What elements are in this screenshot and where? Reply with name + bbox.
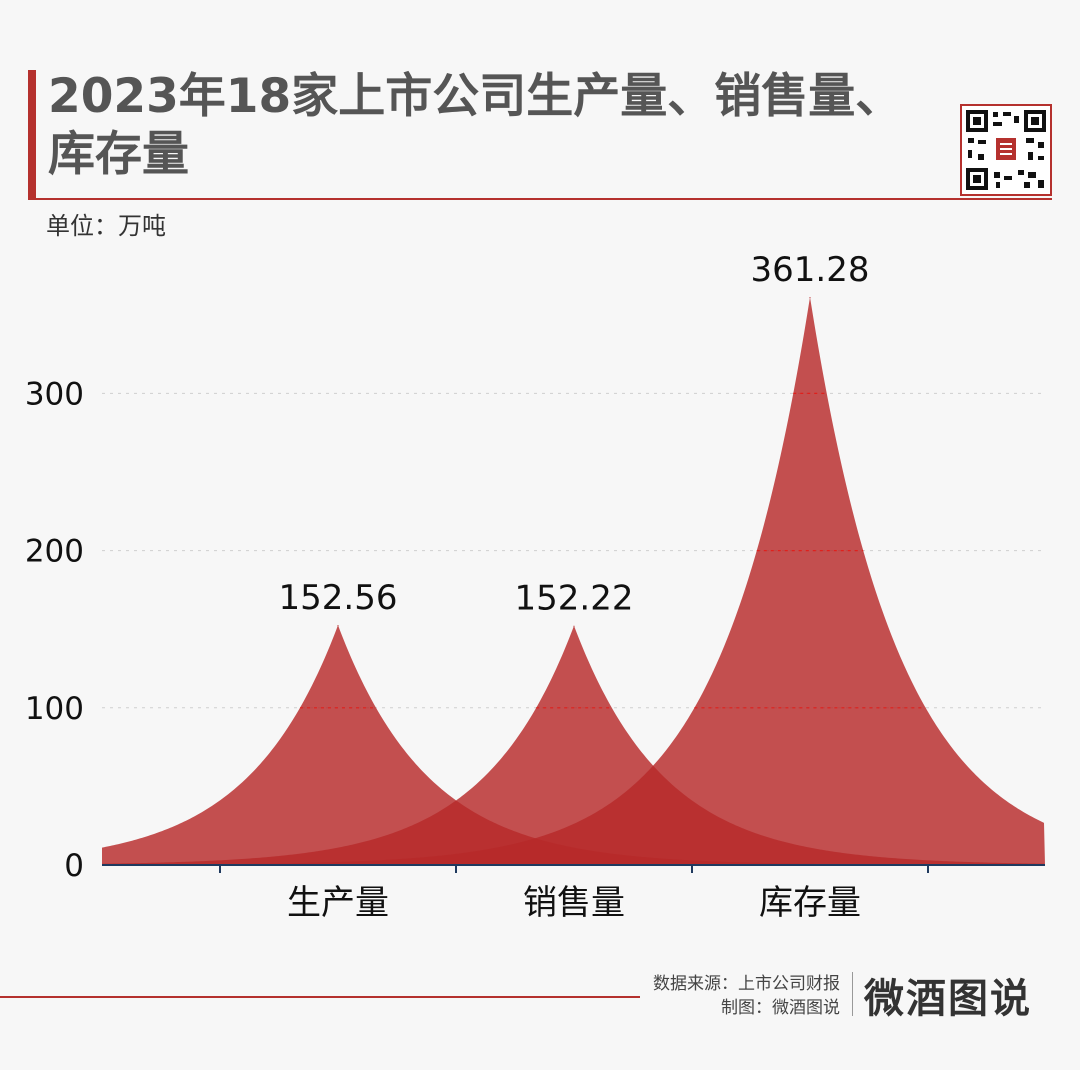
x-category-label: 库存量 xyxy=(759,883,861,923)
peak-2 xyxy=(102,625,1045,865)
footer-rule xyxy=(0,996,640,998)
footer-divider xyxy=(852,972,853,1016)
data-label: 152.56 xyxy=(279,578,398,618)
unit-label: 单位：万吨 xyxy=(46,212,166,240)
brand-logo: 微酒图说 xyxy=(864,976,1032,1022)
peak-chart: 0 100 200 300 152.56 生产量 152.22 销售量 361.28 库存量 xyxy=(25,250,1045,923)
data-label: 361.28 xyxy=(751,250,870,290)
source-text: 数据来源：上市公司财报 xyxy=(653,974,840,994)
peak-1 xyxy=(102,625,1045,865)
title-underline xyxy=(28,198,1052,200)
y-tick-label: 300 xyxy=(25,376,84,412)
page-title: 2023年18家上市公司生产量、销售量、库存量 xyxy=(48,69,903,182)
y-tick-label: 0 xyxy=(64,848,84,884)
peak-3 xyxy=(102,297,1045,865)
made-by-text: 制图：微酒图说 xyxy=(721,998,840,1018)
data-label: 152.22 xyxy=(515,579,634,619)
y-tick-label: 100 xyxy=(25,691,84,727)
qr-code-icon xyxy=(960,104,1052,196)
y-tick-label: 200 xyxy=(25,534,84,570)
title-accent-bar xyxy=(28,70,36,198)
source-note: 数据来源：上市公司财报 制图：微酒图说 xyxy=(653,972,840,1020)
x-category-label: 销售量 xyxy=(523,883,625,923)
x-category-label: 生产量 xyxy=(287,883,389,923)
